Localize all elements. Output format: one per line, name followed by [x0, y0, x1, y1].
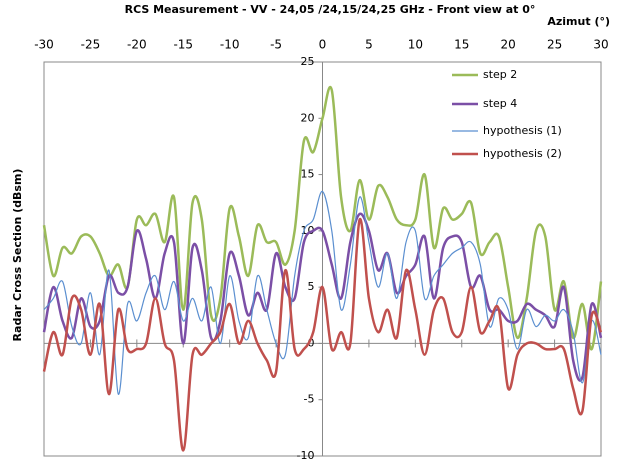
- x-tick-label: -15: [173, 38, 193, 52]
- series-line: [42, 85, 603, 351]
- y-tick-label: 10: [301, 224, 315, 237]
- y-axis-label: Radar Cross Section (dBsm): [11, 169, 24, 342]
- y-tick-label: 5: [308, 280, 315, 293]
- chart-title: RCS Measurement - VV - 24,05 /24,15/24,2…: [125, 3, 536, 16]
- x-tick-label: -30: [34, 38, 54, 52]
- y-tick-label: -10: [297, 449, 315, 462]
- legend-label: hypothesis (2): [483, 147, 562, 160]
- x-tick-label: 15: [454, 38, 469, 52]
- y-tick-label: 15: [301, 168, 315, 181]
- series-line: [43, 190, 602, 395]
- x-tick-label: -5: [270, 38, 282, 52]
- x-tick-label: 20: [501, 38, 516, 52]
- x-tick-label: 25: [547, 38, 562, 52]
- y-tick-label: -5: [304, 393, 315, 406]
- x-tick-label: 0: [319, 38, 327, 52]
- legend-label: hypothesis (1): [483, 124, 562, 137]
- series-line: [42, 218, 603, 452]
- x-tick-label: -25: [81, 38, 101, 52]
- y-tick-label: 25: [301, 55, 315, 68]
- legend-label: step 4: [483, 97, 517, 110]
- y-tick-label: 0: [308, 336, 315, 349]
- x-axis-label: Azimut (°): [547, 15, 610, 28]
- y-tick-label: 20: [301, 111, 315, 124]
- legend-label: step 2: [483, 68, 517, 81]
- x-tick-label: 5: [365, 38, 373, 52]
- x-tick-label: 10: [408, 38, 423, 52]
- x-tick-label: 30: [593, 38, 608, 52]
- x-tick-label: -20: [127, 38, 147, 52]
- series-line: [42, 212, 603, 382]
- x-tick-label: -10: [220, 38, 240, 52]
